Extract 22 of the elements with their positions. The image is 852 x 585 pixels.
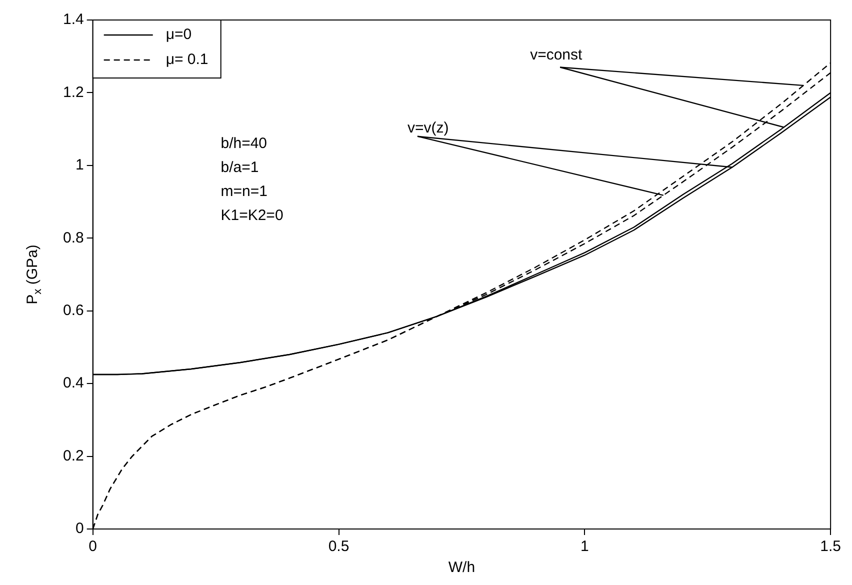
x-tick-label: 1.5 <box>820 538 842 556</box>
y-tick-label: 1.2 <box>62 84 84 101</box>
y-tick-label: 0 <box>76 520 84 538</box>
x-tick-label: 1 <box>580 538 589 556</box>
y-axis-title: Px (GPa) <box>24 244 44 304</box>
annotation: m=n=1 <box>220 182 268 200</box>
annotation: b/h=40 <box>220 134 268 152</box>
x-tick-label: 0 <box>88 538 98 556</box>
annotation: K1=K2=0 <box>220 206 284 224</box>
legend-label: μ= 0.1 <box>166 51 208 68</box>
x-tick-label: 0.5 <box>328 538 350 556</box>
y-tick-label: 0.8 <box>62 229 84 246</box>
y-tick-label: 0.6 <box>62 302 84 319</box>
annotation: v=v(z) <box>407 119 449 136</box>
x-axis-title: W/h <box>448 559 476 576</box>
legend-label: μ=0 <box>166 26 192 44</box>
y-tick-label: 1 <box>76 156 84 174</box>
annotation: v=const <box>530 46 584 64</box>
y-tick-label: 0.2 <box>62 447 84 464</box>
annotation: b/a=1 <box>220 158 259 176</box>
y-tick-label: 0.4 <box>62 374 84 392</box>
y-tick-label: 1.4 <box>62 11 84 28</box>
